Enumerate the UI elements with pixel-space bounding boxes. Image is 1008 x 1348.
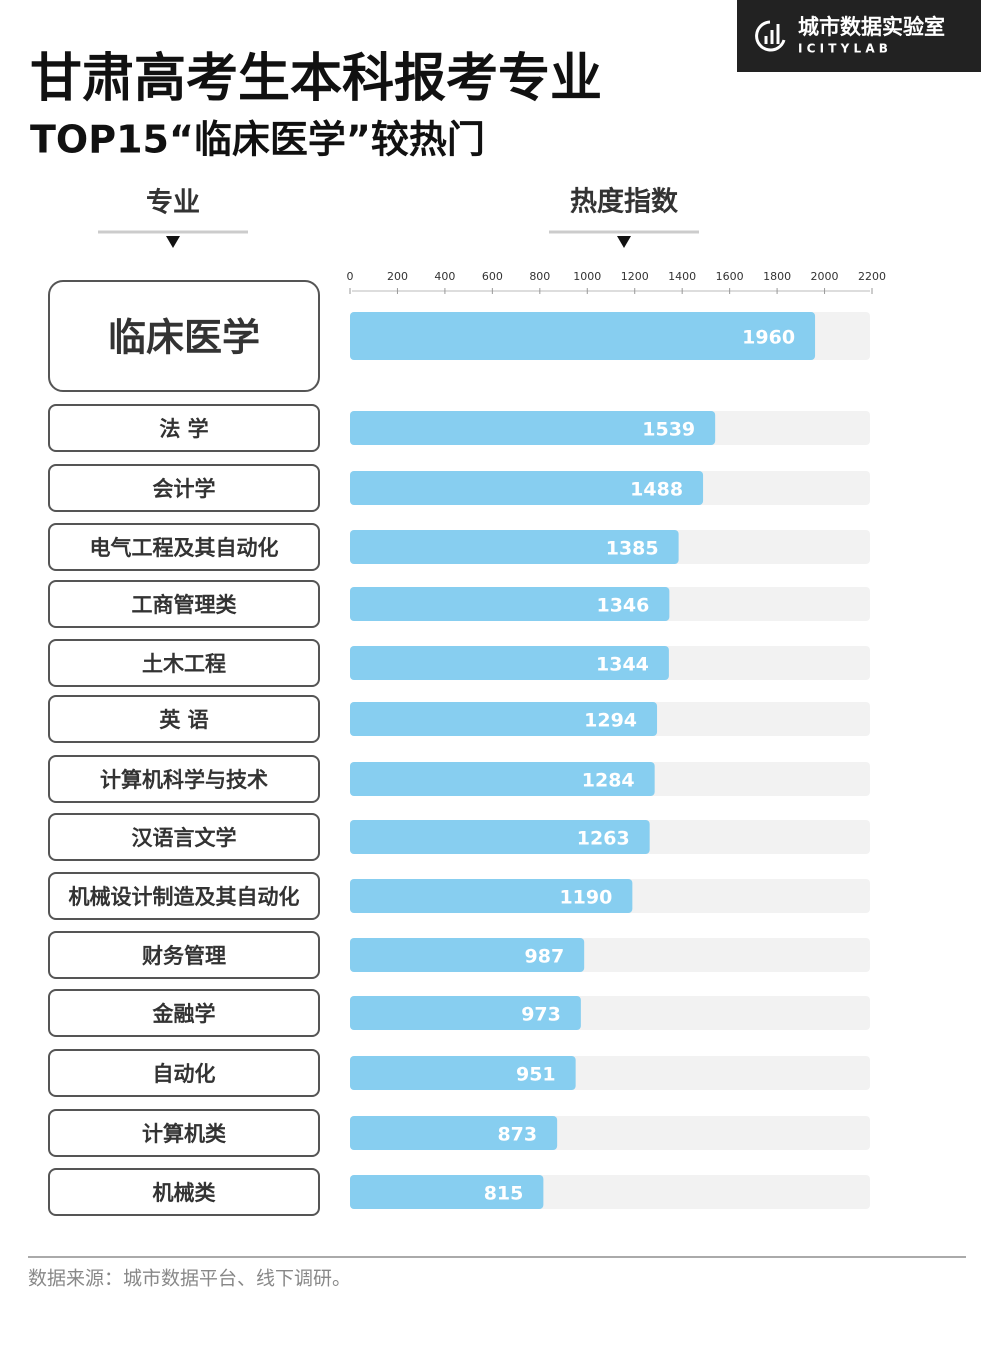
value-label: 1344 [596,654,649,676]
value-label: 1539 [642,419,695,441]
category-label: 汉语言文学 [132,826,237,850]
category-label: 金融学 [152,1002,216,1026]
category-header: 专业 [146,188,200,219]
bar [350,879,633,913]
label-box [48,695,320,743]
bar [350,587,670,621]
label-box [48,639,320,687]
logo-name: 城市数据实验室 [798,15,945,39]
category-label: 会计学 [153,477,216,501]
header-arrow [166,236,180,248]
value-label: 1263 [577,828,630,850]
source: 数据来源：城市数据平台、线下调研。 [28,1268,351,1290]
value-label: 815 [484,1183,524,1205]
label-box [48,1168,320,1216]
label-box [48,755,320,803]
label-box [48,404,320,452]
bar [350,820,650,854]
label-box [48,523,320,571]
bar [350,1175,544,1209]
bar [350,312,816,360]
label-box [48,1049,320,1097]
bar [350,411,716,445]
x-tick-label: 1200 [621,270,649,283]
bar [350,530,679,564]
bar [350,471,704,505]
label-box [48,280,320,392]
x-tick-label: 1800 [763,270,791,283]
x-tick-label: 1000 [573,270,601,283]
label-box [48,580,320,628]
value-label: 987 [525,946,565,968]
category-label: 法 学 [159,417,208,441]
bar [350,762,655,796]
category-label: 机械类 [153,1181,217,1205]
value-label: 1488 [630,479,683,501]
logo-latin: I C I T Y L A B [798,42,888,56]
category-label: 自动化 [153,1062,216,1086]
value-label: 1960 [742,327,795,349]
chart-title: 甘肃高考生本科报考专业 [30,49,602,109]
label-box [48,989,320,1037]
category-label: 电气工程及其自动化 [90,536,279,560]
category-label: 财务管理 [142,944,226,968]
x-tick-label: 2000 [811,270,839,283]
label-box [48,872,320,920]
bar [350,1056,576,1090]
label-box [48,813,320,861]
category-label: 临床医学 [108,316,260,360]
x-tick-label: 200 [387,270,408,283]
x-tick-label: 1400 [668,270,696,283]
bar [350,702,658,736]
label-box [48,1109,320,1157]
category-label: 机械设计制造及其自动化 [69,885,300,909]
category-label: 计算机科学与技术 [100,768,268,792]
bar [350,996,581,1030]
value-label: 1385 [606,538,659,560]
bar [350,1116,558,1150]
value-label: 1294 [584,710,637,732]
x-tick-label: 0 [347,270,354,283]
label-box [48,931,320,979]
category-label: 计算机类 [142,1122,227,1146]
value-label: 1284 [582,770,635,792]
category-label: 英 语 [159,708,208,732]
x-tick-label: 1600 [716,270,744,283]
category-label: 工商管理类 [132,593,238,617]
value-label: 1190 [559,887,612,909]
chart-subtitle: TOP15“临床医学”较热门 [30,118,485,162]
value-label: 873 [497,1124,537,1146]
x-tick-label: 800 [529,270,550,283]
x-tick-label: 600 [482,270,503,283]
category-label: 土木工程 [142,652,226,676]
label-box [48,464,320,512]
x-tick-label: 400 [434,270,455,283]
bar [350,646,669,680]
bar [350,938,585,972]
header-arrow [617,236,631,248]
value-header: 热度指数 [570,186,679,218]
value-label: 1346 [596,595,649,617]
x-tick-label: 2200 [858,270,886,283]
logo-icon [755,20,786,52]
value-label: 973 [521,1004,561,1026]
value-label: 951 [516,1064,556,1086]
